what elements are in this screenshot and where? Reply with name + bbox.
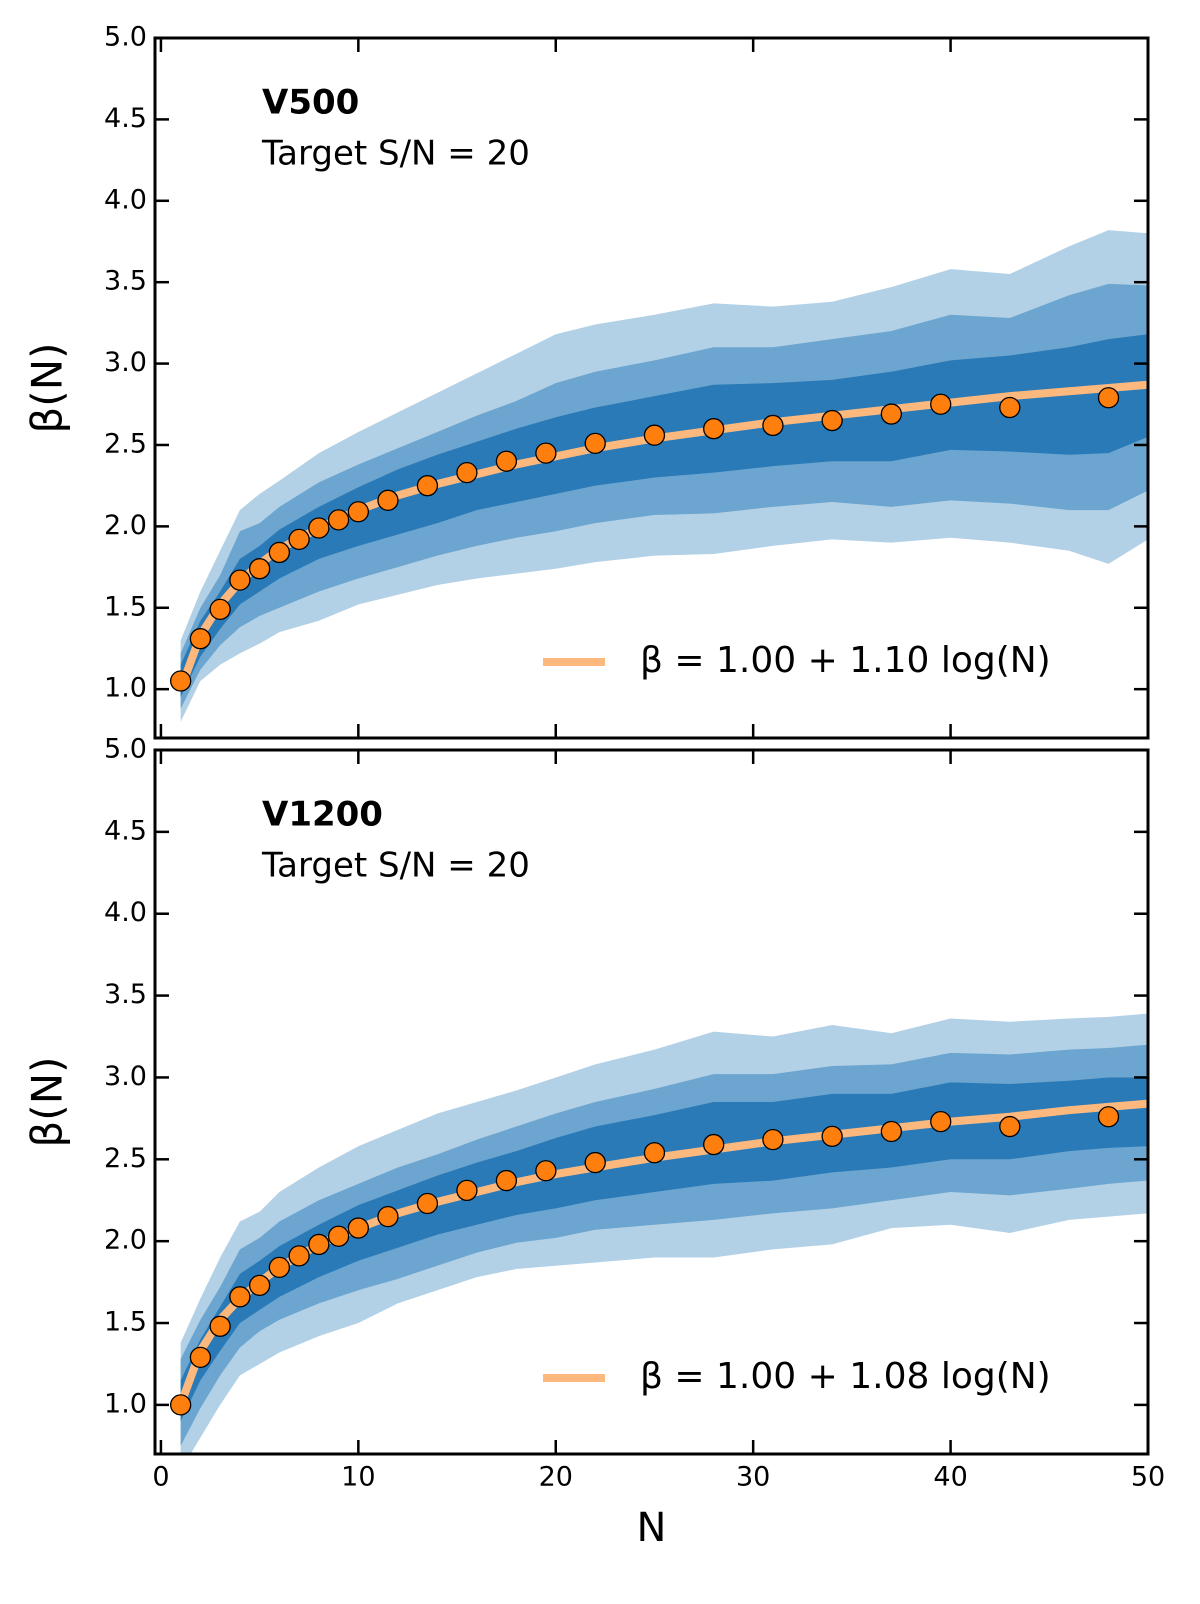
plot-frame — [153, 36, 1150, 740]
y-axis-label: β(N) — [23, 1057, 72, 1148]
x-tick-label: 50 — [1131, 1462, 1165, 1493]
y-tick-label: 4.0 — [104, 897, 147, 928]
y-tick-label: 3.0 — [104, 347, 147, 378]
data-point — [229, 1286, 251, 1308]
annotation: Target S/N = 20 — [261, 846, 530, 886]
data-point — [584, 432, 606, 454]
y-tick-label: 5.0 — [104, 22, 147, 53]
data-point — [643, 424, 666, 446]
y-tick-label: 2.5 — [104, 428, 147, 459]
data-point — [880, 403, 903, 425]
data-point — [170, 1394, 192, 1416]
x-tick-label: 0 — [152, 1462, 169, 1493]
annotation: Target S/N = 20 — [261, 134, 530, 174]
data-point — [495, 450, 518, 472]
panel-title: V500 — [262, 83, 359, 123]
y-tick-label: 1.5 — [104, 591, 147, 622]
data-point — [495, 1169, 518, 1192]
y-tick-label: 4.5 — [104, 103, 147, 134]
data-point — [189, 1346, 212, 1369]
y-tick-label: 4.5 — [104, 815, 147, 846]
data-point — [999, 1115, 1021, 1138]
data-point — [327, 1225, 350, 1247]
legend-label: β = 1.00 + 1.10 log(N) — [640, 640, 1051, 681]
data-point — [762, 414, 784, 437]
y-tick-label: 1.5 — [104, 1307, 147, 1338]
x-tick-label: 10 — [341, 1462, 375, 1493]
data-point — [999, 396, 1021, 419]
data-point — [377, 1205, 399, 1228]
data-point — [880, 1120, 903, 1143]
data-point — [209, 1315, 231, 1337]
data-point — [288, 1245, 310, 1267]
y-tick-label: 3.5 — [104, 979, 147, 1010]
data-point — [308, 517, 330, 539]
y-tick-label: 2.0 — [104, 510, 147, 541]
y-tick-label: 4.0 — [104, 184, 147, 215]
x-tick-label: 40 — [933, 1462, 967, 1493]
x-tick-label: 30 — [736, 1462, 770, 1493]
data-point — [535, 1160, 557, 1182]
plot-area — [170, 230, 1148, 722]
data-point — [209, 598, 231, 621]
data-point — [308, 1233, 330, 1256]
x-axis-label: N — [637, 1505, 667, 1551]
data-point — [535, 442, 557, 464]
data-point — [821, 409, 843, 432]
data-point — [248, 1274, 271, 1297]
data-point — [762, 1129, 784, 1151]
confidence-band — [180, 334, 1148, 698]
y-tick-label: 2.5 — [104, 1143, 147, 1174]
data-point — [1097, 1106, 1120, 1128]
data-point — [1097, 387, 1120, 409]
data-point — [456, 462, 478, 484]
data-point — [170, 670, 192, 692]
data-point — [930, 393, 952, 415]
data-point — [347, 1217, 369, 1239]
data-point — [643, 1142, 666, 1164]
data-point — [377, 489, 399, 511]
y-tick-label: 2.0 — [104, 1225, 147, 1256]
confidence-band — [180, 1077, 1148, 1422]
y-tick-label: 3.0 — [104, 1061, 147, 1092]
data-point — [229, 569, 251, 591]
y-tick-label: 1.0 — [104, 673, 147, 704]
data-point — [189, 628, 212, 650]
y-tick-label: 5.0 — [104, 734, 147, 765]
data-point — [416, 1192, 439, 1215]
data-point — [703, 418, 725, 440]
data-point — [347, 501, 369, 523]
data-point — [821, 1125, 843, 1148]
plot-frame — [153, 748, 1150, 1456]
data-point — [268, 1256, 291, 1279]
x-tick-label: 20 — [539, 1462, 573, 1493]
data-point — [584, 1151, 606, 1174]
data-point — [268, 541, 291, 564]
data-point — [930, 1110, 952, 1133]
data-point — [248, 558, 271, 580]
data-point — [288, 528, 310, 551]
data-point — [327, 509, 350, 531]
y-axis-label: β(N) — [23, 343, 72, 434]
legend-label: β = 1.00 + 1.08 log(N) — [640, 1356, 1051, 1397]
data-point — [416, 475, 439, 497]
y-tick-label: 1.0 — [104, 1388, 147, 1419]
plot-area — [170, 1013, 1148, 1454]
panel-title: V1200 — [262, 795, 383, 835]
y-tick-label: 3.5 — [104, 266, 147, 297]
data-point — [703, 1133, 725, 1156]
data-point — [456, 1179, 478, 1202]
